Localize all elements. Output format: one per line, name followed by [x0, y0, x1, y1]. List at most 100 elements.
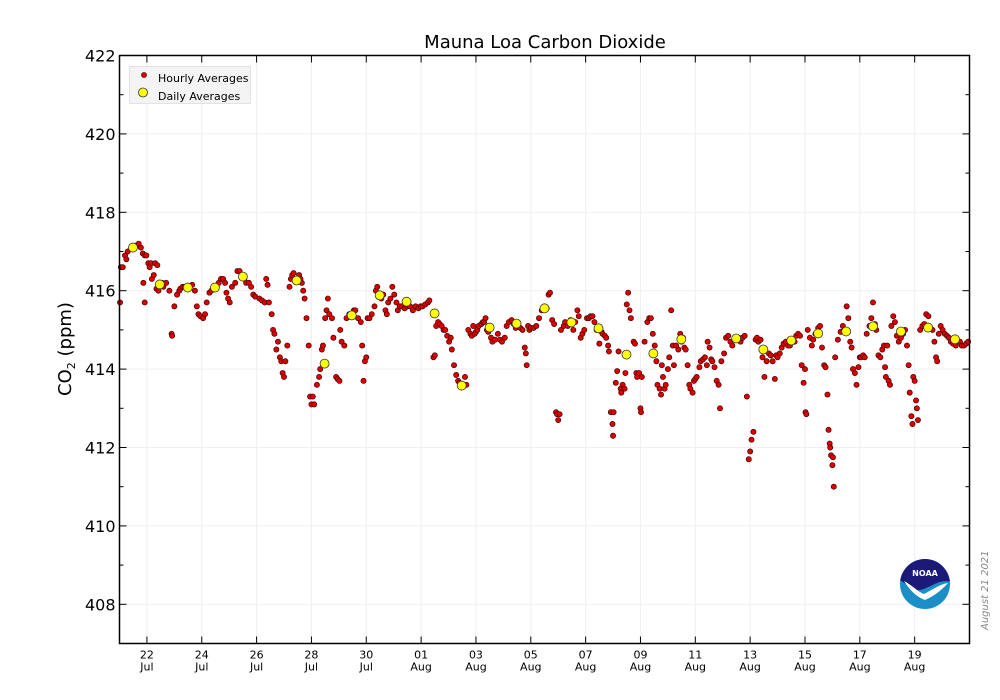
hourly-point: [863, 330, 870, 337]
hourly-point: [575, 313, 582, 320]
hourly-point: [556, 411, 563, 418]
hourly-point: [154, 262, 161, 269]
x-tick-label-day: 24: [195, 649, 209, 662]
hourly-point: [834, 336, 841, 343]
daily-point: [923, 322, 933, 333]
hourly-point: [123, 256, 130, 263]
hourly-point: [268, 311, 275, 318]
hourly-point: [658, 362, 665, 369]
y-tick-label: 410: [85, 517, 116, 536]
hourly-point: [341, 342, 348, 349]
hourly-point: [905, 362, 912, 369]
hourly-point: [729, 342, 736, 349]
legend-daily-label: Daily Averages: [158, 90, 241, 103]
x-tick-label-day: 01: [414, 649, 428, 662]
daily-point: [374, 290, 385, 301]
hourly-point: [824, 391, 831, 398]
hourly-point: [610, 432, 616, 439]
hourly-point: [222, 279, 229, 286]
hourly-point: [741, 332, 748, 339]
hourly-point: [605, 348, 612, 355]
hourly-point: [301, 295, 308, 302]
y-axis-label-unit: (ppm): [55, 302, 76, 362]
y-tick-label: 418: [85, 203, 116, 222]
x-tick-label-month: Aug: [794, 661, 815, 674]
hourly-point: [320, 342, 326, 349]
hourly-point: [908, 413, 915, 420]
legend: Hourly Averages Daily Averages: [129, 66, 251, 104]
hourly-point: [223, 289, 230, 296]
daily-point: [731, 333, 742, 344]
hourly-point: [626, 307, 633, 314]
hourly-point: [935, 330, 942, 337]
hourly-point: [888, 323, 895, 329]
hourly-point: [558, 326, 564, 333]
hourly-point: [625, 289, 632, 296]
hourly-point: [193, 303, 200, 310]
hourly-point: [931, 338, 938, 345]
y-tick-label: 414: [85, 360, 116, 379]
x-tick-label-month: Aug: [685, 661, 706, 674]
hourly-point: [226, 299, 233, 306]
hourly-point: [409, 307, 416, 314]
hourly-point: [359, 342, 366, 349]
hourly-point: [609, 421, 616, 427]
daily-point: [841, 326, 852, 337]
x-tick-label-month: Aug: [410, 661, 431, 674]
y-tick-label: 420: [85, 125, 116, 144]
x-tick-label-month: Jul: [194, 661, 208, 674]
hourly-point: [462, 373, 468, 380]
hourly-point: [442, 326, 449, 333]
x-tick-label-day: 17: [853, 649, 867, 662]
x-tick-label-month: Aug: [630, 661, 651, 674]
daily-point: [319, 358, 330, 369]
hourly-point: [915, 417, 921, 424]
daily-point: [758, 344, 769, 355]
hourly-point: [717, 405, 723, 412]
hourly-point: [316, 373, 323, 380]
hourly-point: [913, 397, 919, 404]
plot-frame: [118, 54, 971, 645]
hourly-point: [798, 362, 805, 369]
x-tick-label-day: 28: [304, 649, 318, 662]
hourly-point: [855, 364, 862, 371]
hourly-point: [934, 358, 941, 365]
hourly-point: [653, 358, 660, 365]
hourly-point: [521, 344, 528, 351]
hourly-point: [326, 311, 333, 318]
hourly-point: [904, 342, 910, 349]
axis-ticks: [119, 55, 970, 644]
hourly-point: [621, 385, 628, 392]
hourly-point: [610, 409, 617, 416]
x-tick-label-day: 03: [469, 649, 483, 662]
x-tick-label-month: Aug: [904, 661, 925, 674]
hourly-point: [551, 321, 558, 327]
hourly-point: [555, 417, 562, 424]
hourly-point: [819, 344, 825, 351]
daily-point: [621, 349, 632, 360]
hourly-point: [264, 281, 271, 288]
daily-point: [896, 326, 906, 337]
hourly-point: [804, 326, 811, 333]
x-tick-label-day: 26: [250, 649, 264, 662]
hourly-point: [668, 307, 675, 314]
x-tick-label-month: Jul: [249, 661, 263, 674]
hourly-point: [547, 289, 553, 296]
hourly-point: [847, 338, 854, 345]
daily-point: [868, 321, 878, 332]
y-axis-label-subscript: 2: [65, 362, 78, 369]
chart-title: Mauna Loa Carbon Dioxide: [424, 32, 666, 53]
x-tick-label-month: Aug: [849, 661, 870, 674]
hourly-point: [684, 362, 691, 369]
hourly-point: [523, 362, 530, 369]
hourly-point: [666, 354, 673, 361]
x-tick-labels: 22Jul24Jul26Jul28Jul30Jul01Aug03Aug05Aug…: [139, 649, 925, 674]
hourly-point: [808, 342, 815, 349]
hourly-point: [711, 364, 718, 371]
hourly-point: [533, 323, 540, 329]
hourly-point: [709, 358, 716, 365]
hourly-point: [870, 299, 876, 306]
date-stamp: August 21 2021: [980, 550, 991, 631]
hourly-point: [636, 370, 643, 376]
hourly-point: [718, 358, 725, 365]
